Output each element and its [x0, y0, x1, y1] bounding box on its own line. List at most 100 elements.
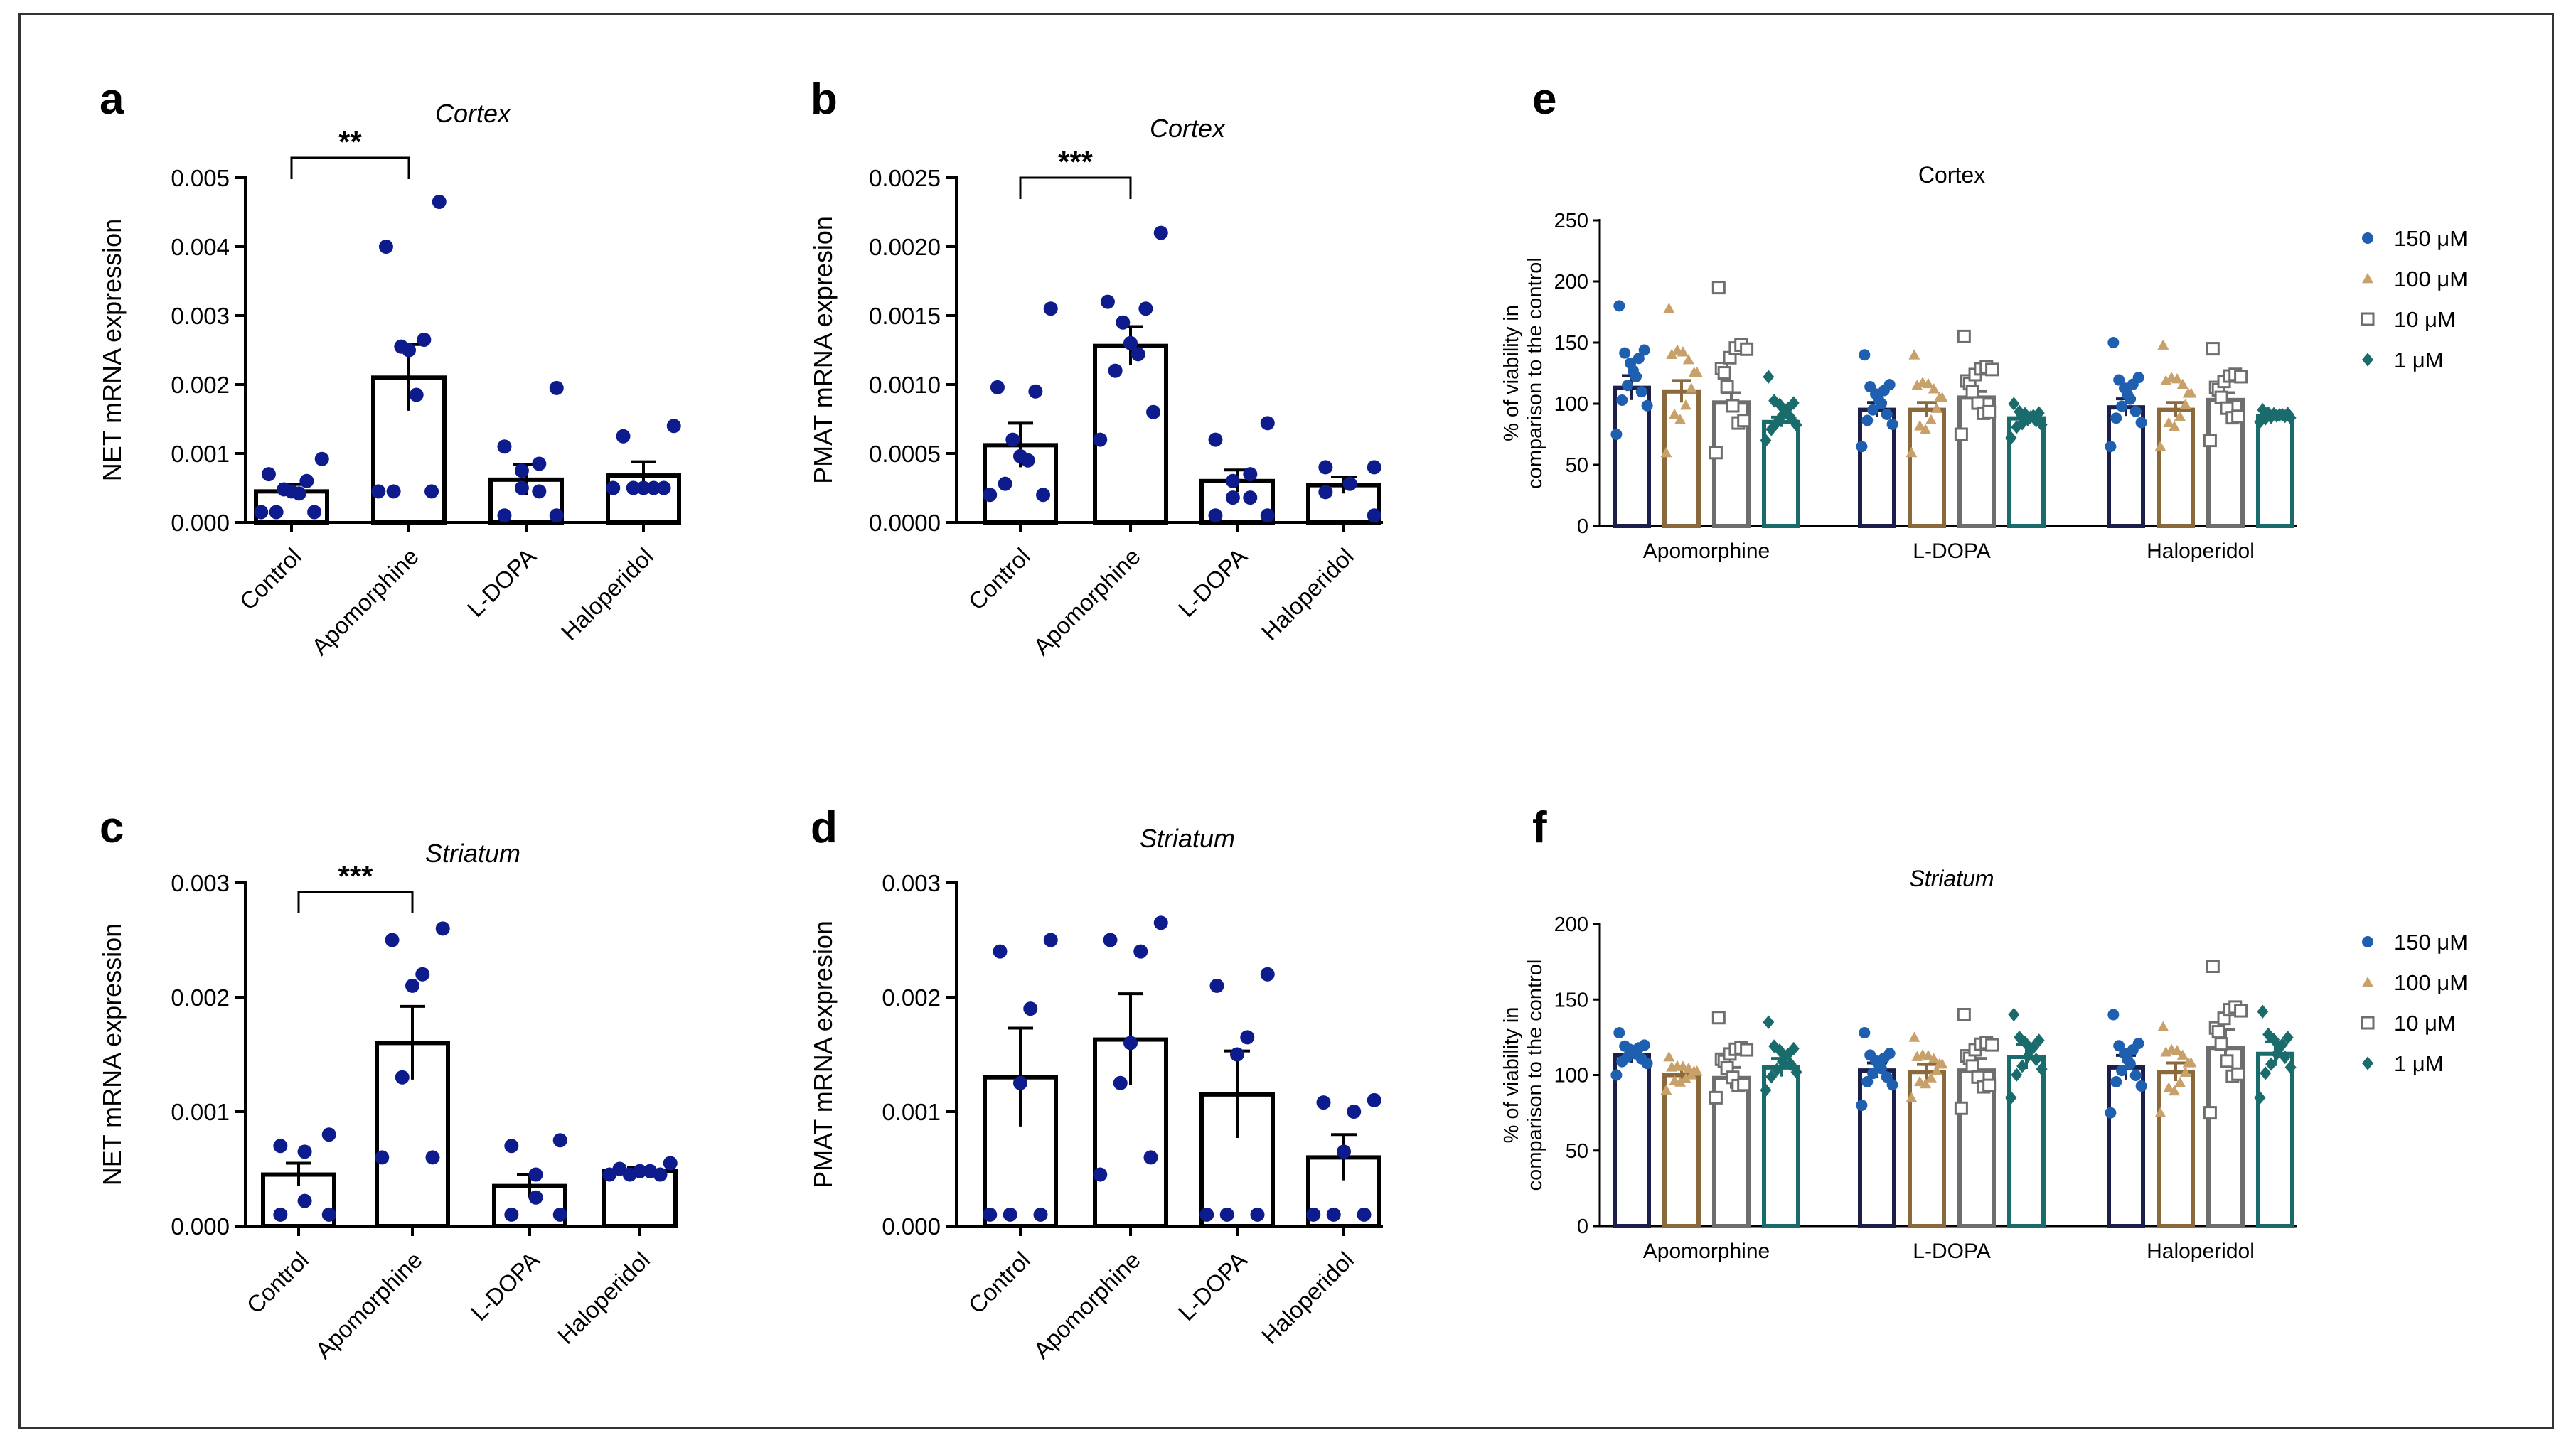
marker-circle: [2107, 337, 2120, 348]
marker-circle: [1859, 1027, 1871, 1038]
marker-diamond: [2019, 1035, 2031, 1050]
marker-circle: [1641, 1058, 1653, 1070]
y-tick-label: 0.0000: [869, 510, 941, 536]
data-point: [415, 967, 430, 982]
marker-triangle: [2362, 273, 2373, 284]
marker-square: [1957, 1008, 1971, 1021]
marker-triangle: [1928, 1053, 1940, 1063]
data-point: [1043, 301, 1058, 316]
y-axis-label-line2: comparison to the control: [1524, 257, 1546, 489]
significance-bracket: [1019, 176, 1132, 199]
data-point: [1316, 1095, 1331, 1110]
data-point: [636, 480, 651, 495]
data-point: [1337, 1144, 1351, 1159]
marker-square: [1709, 1090, 1723, 1105]
data-point: [1100, 294, 1115, 309]
marker-circle: [1861, 1075, 1874, 1087]
marker-triangle: [2176, 378, 2188, 390]
marker-square: [1985, 362, 1999, 377]
data-point: [1143, 1150, 1158, 1165]
marker-diamond: [2284, 1060, 2297, 1075]
data-point: [532, 484, 547, 499]
marker-circle: [1867, 404, 1879, 416]
marker-triangle: [2362, 977, 2373, 987]
marker-triangle: [1691, 366, 1703, 377]
marker-diamond: [2276, 1038, 2288, 1052]
marker-circle: [2105, 441, 2117, 453]
legend-label: 10 μM: [2394, 1011, 2456, 1036]
x-tick-label: L-DOPA: [1173, 543, 1252, 622]
x-tick-label: Apomorphine: [1028, 543, 1145, 660]
y-tick-label: 0.001: [882, 1099, 941, 1125]
marker-circle: [1886, 1079, 1898, 1091]
marker-circle: [2124, 393, 2136, 405]
marker-diamond: [2265, 1057, 2277, 1071]
panel-b-letter: b: [811, 75, 838, 124]
marker-triangle: [2171, 372, 2183, 384]
data-point: [375, 1150, 390, 1165]
marker-triangle: [2179, 398, 2191, 409]
x-tick-label: L-DOPA: [466, 1247, 545, 1326]
marker-circle: [2132, 1038, 2144, 1050]
marker-square: [1711, 281, 1726, 295]
data-point: [1225, 473, 1240, 488]
marker-diamond: [1776, 1055, 1788, 1069]
data-point: [292, 486, 306, 501]
marker-diamond: [2016, 1059, 2029, 1073]
data-point: [269, 505, 284, 520]
y-tick-label: 0.004: [171, 234, 230, 260]
panel-b-chart: 0.0000 0.0005 0.0010 0.0015 0.0020 0.0025 PMAT…: [808, 145, 1383, 660]
y-tick-label: 0.000: [171, 510, 230, 536]
data-point: [626, 480, 641, 495]
data-point: [1318, 460, 1333, 475]
marker-diamond: [1785, 410, 1797, 425]
x-tick-label: Control: [963, 543, 1035, 615]
data-point: [514, 480, 529, 495]
bar: [1093, 343, 1168, 525]
y-tick-label: 250: [1554, 210, 1588, 232]
data-point: [1138, 301, 1153, 316]
y-axis-label: NET mRNA expression: [97, 923, 127, 1186]
bar: [2107, 1065, 2145, 1228]
marker-square: [1726, 399, 1740, 413]
data-point: [307, 505, 322, 520]
data-point: [1342, 476, 1357, 491]
marker-triangle: [1914, 420, 1926, 431]
marker-diamond: [2033, 1033, 2045, 1048]
panel-d-chart: 0.000 0.001 0.002 0.003 PMAT mRNA expresion C…: [808, 870, 1383, 1364]
panel-f-title: Striatum: [1909, 866, 1994, 891]
bar: [1858, 1068, 1896, 1228]
y-tick-label: 50: [1566, 454, 1588, 477]
data-point: [435, 921, 450, 936]
marker-circle: [1630, 371, 1642, 383]
panel-a-letter: a: [100, 75, 124, 124]
data-point: [405, 978, 419, 993]
marker-square: [2214, 390, 2228, 404]
marker-square: [2214, 1037, 2228, 1051]
marker-circle: [1638, 344, 1650, 356]
data-point: [504, 1139, 519, 1154]
data-point: [425, 1150, 440, 1165]
y-tick-label: 0.001: [171, 1099, 230, 1125]
data-point: [616, 429, 631, 444]
x-tick-label: Control: [242, 1247, 314, 1318]
data-point: [1326, 1207, 1341, 1222]
data-point: [432, 194, 447, 209]
marker-triangle: [1906, 1092, 1918, 1102]
marker-circle: [1861, 414, 1874, 426]
marker-circle: [2107, 1009, 2120, 1021]
group-label: L-DOPA: [1913, 539, 1990, 563]
marker-triangle: [1906, 446, 1918, 458]
legend-label: 1 μM: [2394, 1051, 2444, 1076]
marker-square: [1737, 1078, 1751, 1092]
panel-b-title: Cortex: [1150, 114, 1226, 143]
data-point: [1243, 467, 1258, 482]
marker-circle: [1616, 394, 1628, 406]
data-point: [417, 332, 432, 347]
marker-square: [1740, 1043, 1754, 1057]
marker-circle: [2132, 372, 2144, 384]
marker-triangle: [2157, 339, 2169, 350]
marker-circle: [1622, 380, 1634, 392]
bar: [1613, 385, 1651, 529]
marker-square: [1957, 329, 1971, 343]
